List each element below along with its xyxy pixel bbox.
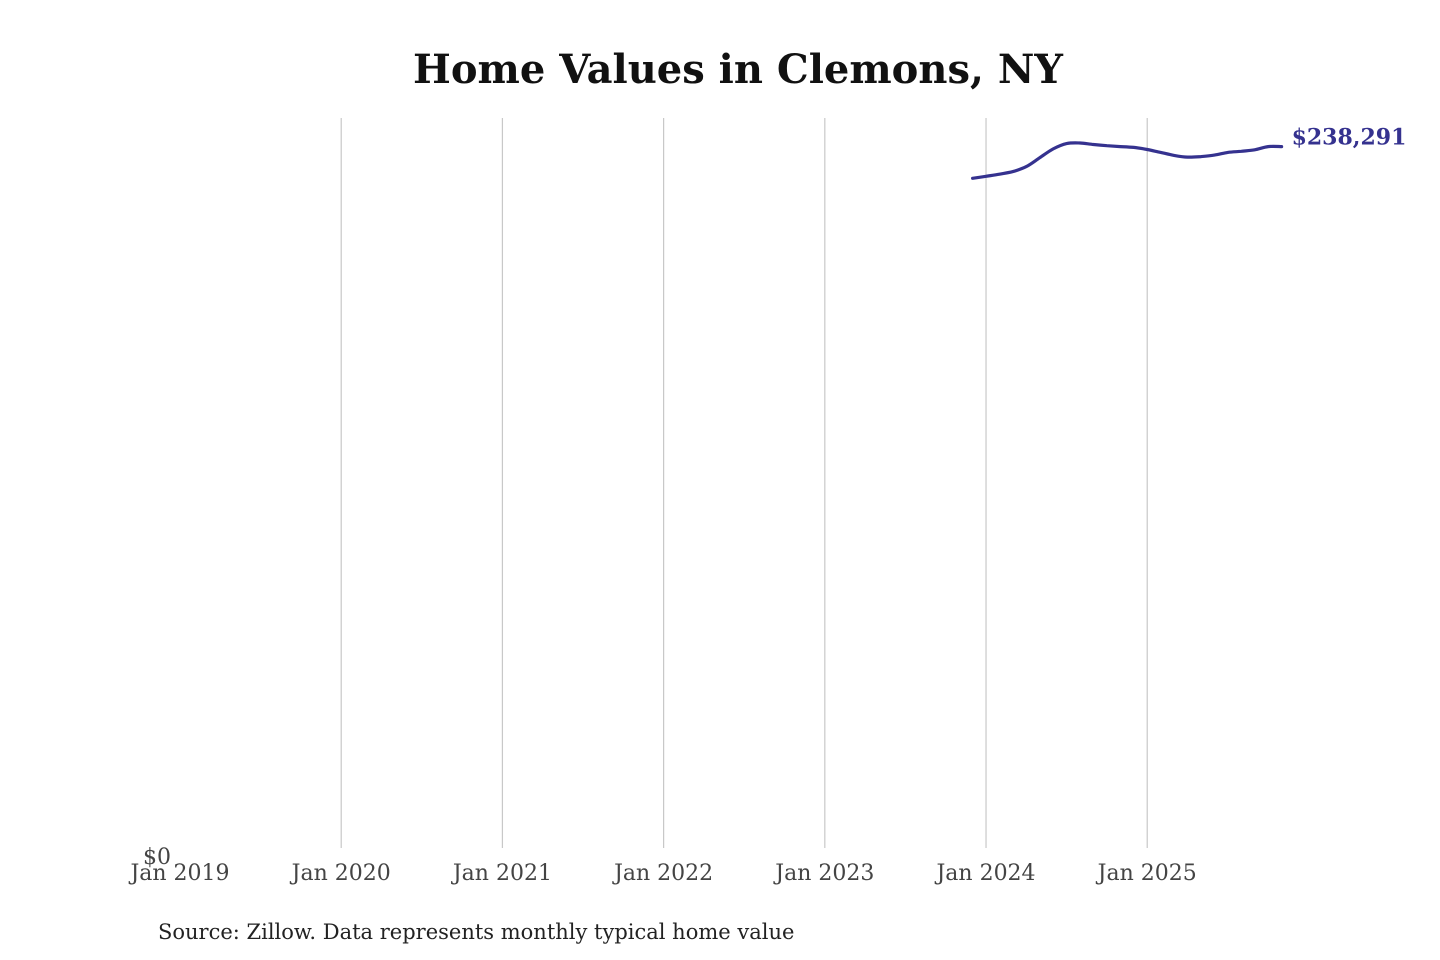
- x-tick-label: Jan 2025: [1096, 861, 1197, 886]
- x-axis-ticks: Jan 2019 Jan 2020 Jan 2021 Jan 2022 Jan 2023…: [128, 861, 1196, 886]
- x-tick-label: Jan 2020: [290, 861, 391, 886]
- home-value-line: [971, 141, 1284, 180]
- x-tick-label: Jan 2024: [934, 861, 1035, 886]
- x-tick-label: Jan 2023: [773, 861, 874, 886]
- chart-title: Home Values in Clemons, NY: [413, 46, 1063, 93]
- y-tick-label: $0: [143, 845, 171, 870]
- x-tick-label: Jan 2022: [612, 861, 713, 886]
- series-layer: $238,291: [971, 125, 1407, 180]
- end-value-label: $238,291: [1292, 125, 1407, 151]
- source-note: Source: Zillow. Data represents monthly …: [158, 920, 794, 944]
- x-tick-label: Jan 2019: [128, 861, 229, 886]
- x-tick-label: Jan 2021: [451, 861, 552, 886]
- vertical-gridlines: [340, 118, 1148, 848]
